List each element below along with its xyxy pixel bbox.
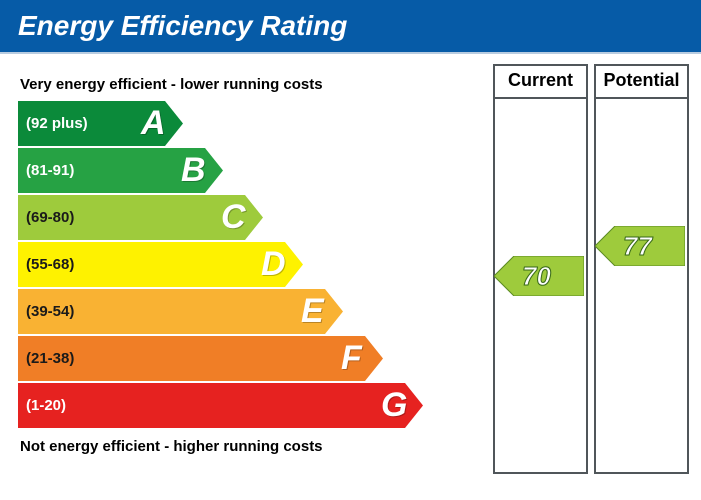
band-bar-B: (81-91) B — [18, 148, 223, 193]
potential-value: 77 — [623, 231, 652, 262]
rating-bars: Very energy efficient - lower running co… — [18, 72, 458, 455]
band-bar-G: (1-20) G — [18, 383, 423, 428]
potential-pointer: 77 — [595, 226, 685, 266]
band-row-C: (69-80) C — [18, 195, 458, 240]
band-range-C: (69-80) — [26, 209, 74, 226]
title-bar: Energy Efficiency Rating — [0, 0, 701, 54]
caption-bottom: Not energy efficient - higher running co… — [18, 430, 458, 455]
band-letter-B: B — [181, 151, 206, 190]
current-pointer: 70 — [494, 256, 584, 296]
band-row-A: (92 plus) A — [18, 101, 458, 146]
band-letter-E: E — [301, 292, 324, 331]
score-columns: Current 70 Potential 77 — [493, 64, 689, 474]
band-letter-F: F — [341, 339, 362, 378]
band-bar-F: (21-38) F — [18, 336, 383, 381]
current-header: Current — [495, 66, 586, 99]
potential-header: Potential — [596, 66, 687, 99]
chart-body: Very energy efficient - lower running co… — [0, 54, 701, 494]
band-row-F: (21-38) F — [18, 336, 458, 381]
potential-body: 77 — [596, 99, 687, 472]
band-letter-C: C — [221, 198, 246, 237]
band-row-G: (1-20) G — [18, 383, 458, 428]
current-body: 70 — [495, 99, 586, 472]
current-column: Current 70 — [493, 64, 588, 474]
page-title: Energy Efficiency Rating — [18, 10, 347, 41]
current-value: 70 — [522, 261, 551, 292]
band-range-G: (1-20) — [26, 397, 66, 414]
band-bar-A: (92 plus) A — [18, 101, 183, 146]
band-range-E: (39-54) — [26, 303, 74, 320]
band-bar-E: (39-54) E — [18, 289, 343, 334]
band-range-F: (21-38) — [26, 350, 74, 367]
caption-top: Very energy efficient - lower running co… — [18, 72, 458, 101]
band-letter-G: G — [381, 386, 407, 425]
band-bar-C: (69-80) C — [18, 195, 263, 240]
band-range-A: (92 plus) — [26, 115, 88, 132]
band-letter-D: D — [261, 245, 286, 284]
band-letter-A: A — [141, 104, 166, 143]
potential-column: Potential 77 — [594, 64, 689, 474]
band-row-D: (55-68) D — [18, 242, 458, 287]
band-bar-D: (55-68) D — [18, 242, 303, 287]
band-row-B: (81-91) B — [18, 148, 458, 193]
band-range-B: (81-91) — [26, 162, 74, 179]
band-row-E: (39-54) E — [18, 289, 458, 334]
band-range-D: (55-68) — [26, 256, 74, 273]
